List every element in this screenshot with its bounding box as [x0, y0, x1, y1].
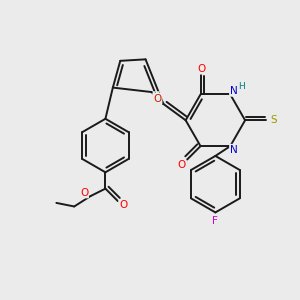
Text: N: N — [230, 86, 238, 96]
Text: O: O — [197, 64, 206, 74]
Text: O: O — [119, 200, 128, 210]
Text: O: O — [177, 160, 185, 170]
Text: O: O — [153, 94, 162, 103]
Text: S: S — [270, 115, 277, 125]
Text: O: O — [80, 188, 88, 197]
Text: H: H — [154, 92, 160, 101]
Text: N: N — [230, 145, 238, 155]
Text: F: F — [212, 216, 218, 226]
Text: H: H — [238, 82, 245, 91]
